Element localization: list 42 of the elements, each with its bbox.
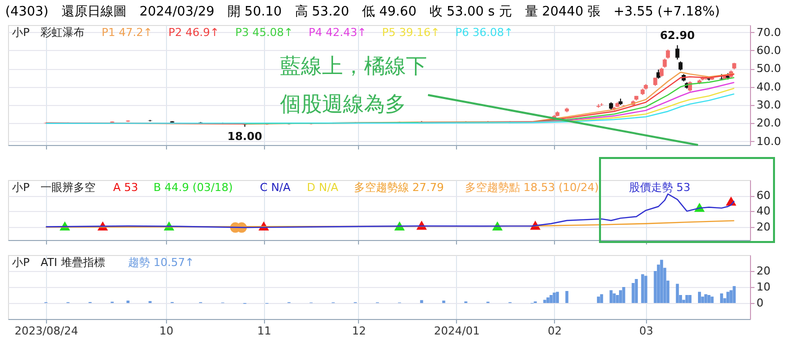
x-tick-label: 10 [159,324,174,338]
x-tick-label: 2023/08/24 [14,324,78,338]
text: P1 47.2↑ [102,26,152,39]
y-tick-label: 40.0 [756,80,781,94]
text: 多空趨勢點 18.53 (10/24) [465,181,599,194]
x-tick-label: 11 [257,324,272,338]
y-tick-label: 60.0 [756,44,781,57]
y-tick-label: 10 [756,280,770,294]
text: P2 46.9↑ [168,26,220,39]
x-tick-label: 03 [639,324,654,338]
chart-subtitle: 小P 彩虹瀑布 [12,26,85,39]
y-tick-label: 20 [756,264,770,278]
x-tick-label: 02 [548,324,562,338]
text: 趨勢 10.57↑ [128,256,194,269]
text: P4 42.43↑ [308,26,366,39]
legend-label: D N/A [306,181,339,194]
chart-subtitle: 小P 一眼辨多空 [12,181,96,194]
text: 多空趨勢線 27.79 [354,181,444,194]
y-tick-label: 20 [756,220,770,234]
text: P3 45.08↑ [235,26,294,39]
chart-subtitle: 小P ATI 堆疊指標 [12,256,105,269]
annotation: 個股週線為多 [280,92,406,116]
y-tick-label: 20.0 [756,116,781,130]
annotation: 18.00 [227,130,263,143]
y-tick-label: 70.0 [756,26,781,39]
annotation: 62.90 [660,29,696,42]
y-tick-label: 30.0 [756,98,781,112]
text: P6 36.08↑ [455,26,514,39]
y-tick-label: 0 [756,296,764,310]
legend-label: C N/A [260,181,292,194]
text: B 44.9 (03/18) [154,181,233,194]
y-tick-label: 50.0 [756,62,781,76]
chart-title: (4303) 還原日線圖 2024/03/29 開 50.10 高 53.20 低 49.60 收 53.00 s 元 量 20440 張 +3.55 (+7.18%) [5,3,720,20]
text: A 53 [113,181,138,194]
x-tick-label: 2024/01 [434,324,480,338]
x-tick-label: 12 [352,324,366,338]
y-tick-label: 10.0 [756,134,781,148]
y-tick-label: 40 [756,204,770,218]
y-tick-label: 60 [756,189,770,202]
annotation: 藍線上，橘線下 [280,54,427,78]
series-label: 股價走勢 53 [628,181,690,194]
text: P5 39.16↑ [382,26,440,39]
